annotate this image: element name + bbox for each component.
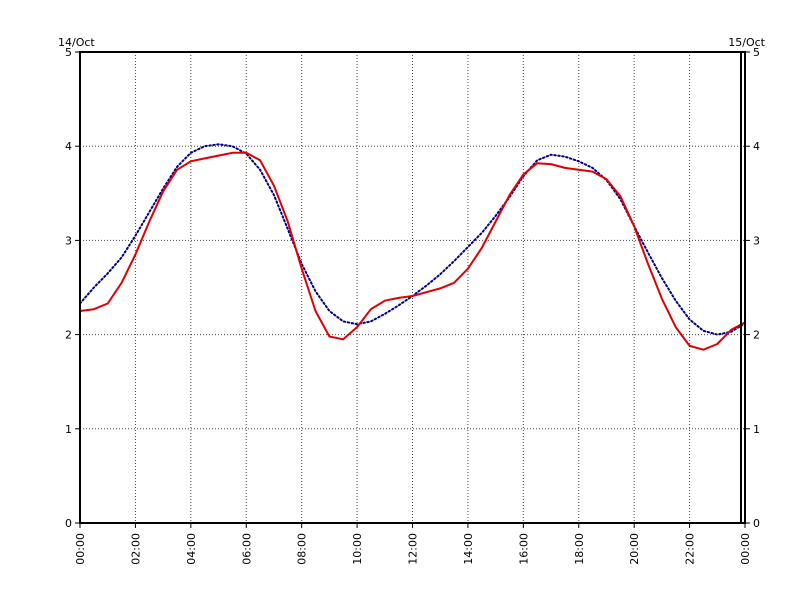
left-date-label: 14/Oct — [58, 36, 95, 49]
y-tick-label-left: 3 — [65, 234, 72, 247]
y-tick-label-right: 4 — [753, 140, 760, 153]
y-tick-label-right: 5 — [753, 46, 760, 59]
x-tick-label: 14:00 — [462, 533, 475, 565]
x-tick-label: 02:00 — [129, 533, 142, 565]
y-tick-label-right: 2 — [753, 329, 760, 342]
x-tick-label: 10:00 — [351, 533, 364, 565]
label-layer: 14/Oct 15/Oct 0 0 1 1 2 2 3 3 4 4 5 5 00:00 02:00 04:0… — [58, 36, 766, 565]
y-tick-label-left: 0 — [65, 517, 72, 530]
y-tick-label-left: 5 — [65, 46, 72, 59]
x-tick-label: 06:00 — [240, 533, 253, 565]
y-tick-label-left: 1 — [65, 423, 72, 436]
x-tick-label: 18:00 — [573, 533, 586, 565]
x-tick-label: 16:00 — [517, 533, 530, 565]
plot-frame — [79, 51, 746, 524]
x-tick-label: 20:00 — [628, 533, 641, 565]
y-tick-label-left: 2 — [65, 329, 72, 342]
y-tick-label-right: 3 — [753, 234, 760, 247]
x-tick-label: 22:00 — [684, 533, 697, 565]
frame-layer — [75, 51, 750, 528]
grid-layer — [80, 52, 745, 523]
series-line-2 — [79, 151, 746, 351]
x-tick-label: 00:00 — [74, 533, 87, 565]
x-tick-label: 08:00 — [296, 533, 309, 565]
series-layer — [79, 143, 746, 351]
y-tick-label-left: 4 — [65, 140, 72, 153]
x-tick-label: 04:00 — [185, 533, 198, 565]
x-tick-label: 12:00 — [407, 533, 420, 565]
x-tick-label: 00:00 — [739, 533, 752, 565]
y-tick-label-right: 0 — [753, 517, 760, 530]
y-tick-label-right: 1 — [753, 423, 760, 436]
right-date-label: 15/Oct — [728, 36, 765, 49]
